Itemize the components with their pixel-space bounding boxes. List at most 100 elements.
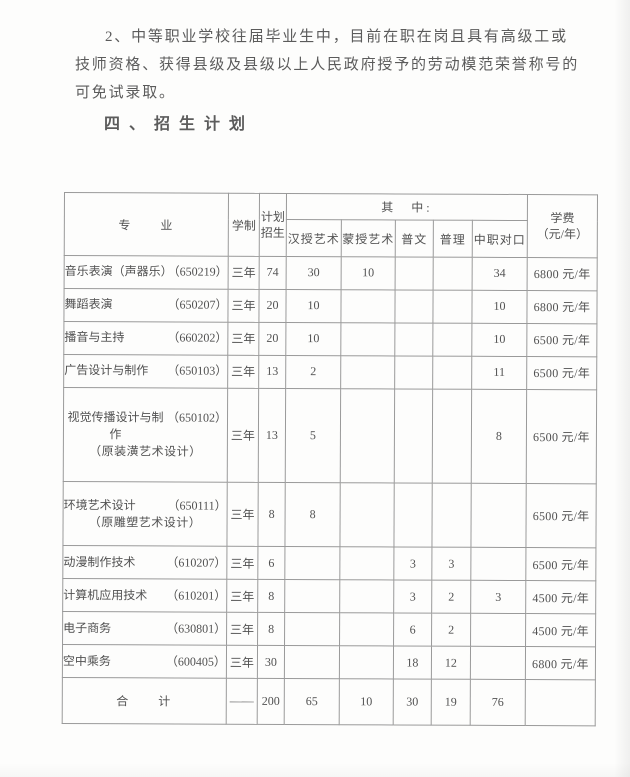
cell-puli: 2 bbox=[431, 613, 471, 647]
table-row: 空中乘务 （600405） 三年 30 18 12 6800 元/年 bbox=[62, 644, 596, 680]
cell-puli bbox=[432, 355, 472, 389]
table-total-row: 合 计 —— 200 65 10 30 19 76 bbox=[62, 677, 596, 726]
cell-puli: 19 bbox=[431, 679, 471, 726]
cell-meng: 10 bbox=[339, 678, 394, 725]
major-code: （610207） bbox=[166, 555, 227, 570]
cell-plan: 8 bbox=[257, 612, 285, 646]
cell-plan: 6 bbox=[257, 546, 285, 580]
cell-han: 10 bbox=[285, 289, 342, 323]
cell-han bbox=[284, 579, 340, 613]
cell-plan: 8 bbox=[257, 482, 286, 547]
paragraph-line: 技师资格、获得县级及县级以上人民政府授予的劳动模范荣誉称号的 bbox=[75, 57, 580, 73]
major-name: 动漫制作技术 bbox=[63, 554, 136, 570]
cell-tuition: 4500 元/年 bbox=[525, 613, 596, 647]
cell-tuition: 6500 元/年 bbox=[526, 389, 597, 485]
cell-han: 65 bbox=[284, 678, 340, 725]
cell-tuition: 6800 元/年 bbox=[525, 646, 596, 680]
cell-meng bbox=[339, 483, 395, 548]
major-code: （600405） bbox=[165, 653, 226, 669]
cell-duration: 三年 bbox=[227, 387, 259, 483]
cell-zhongzhi bbox=[470, 483, 527, 548]
header-zhongzhi: 中职对口 bbox=[472, 220, 528, 258]
cell-duration: —— bbox=[226, 678, 258, 725]
header-tuition-line2: （元/年） bbox=[536, 227, 589, 242]
major-code: （650219） bbox=[167, 264, 228, 280]
cell-han bbox=[284, 612, 340, 646]
cell-puwen: 3 bbox=[393, 547, 432, 581]
table-row: 播音与主持 （660202） 三年 20 10 10 6500 元/年 bbox=[63, 321, 597, 357]
major-alt-name: （原装潢艺术设计） bbox=[89, 444, 202, 459]
cell-meng bbox=[339, 645, 394, 679]
table-header-row-top: 专 业 学制 计划 招生 其 中: 学费 （元/年） bbox=[64, 192, 598, 258]
cell-zhongzhi bbox=[470, 613, 526, 647]
cell-major: 广告设计与制作 （650103） bbox=[63, 354, 228, 388]
cell-zhongzhi bbox=[470, 547, 526, 581]
cell-puwen bbox=[394, 289, 434, 323]
cell-puwen bbox=[394, 322, 433, 356]
cell-tuition: 6500 元/年 bbox=[526, 323, 597, 357]
cell-zhongzhi: 8 bbox=[471, 388, 527, 485]
cell-han: 2 bbox=[285, 355, 341, 389]
cell-plan: 200 bbox=[257, 678, 285, 725]
cell-han: 10 bbox=[285, 322, 341, 356]
cell-tuition: 6800 元/年 bbox=[527, 257, 598, 291]
header-tuition: 学费 （元/年） bbox=[527, 194, 598, 258]
header-puwen: 普文 bbox=[395, 219, 434, 258]
paragraph-line: 2、中等职业学校往届毕业生中，目前在职在岗且具有高级工或 bbox=[105, 29, 568, 45]
header-plan-line1: 计划 bbox=[260, 209, 285, 224]
cell-duration: 三年 bbox=[227, 354, 259, 388]
cell-meng bbox=[340, 388, 395, 484]
cell-puli bbox=[432, 289, 473, 324]
cell-tuition: 6500 元/年 bbox=[525, 547, 596, 582]
major-name: 播音与主持 bbox=[64, 330, 125, 345]
major-name: 电子商务 bbox=[63, 620, 112, 635]
cell-tuition: 6500 元/年 bbox=[525, 484, 597, 549]
header-han-art: 汉授艺术 bbox=[286, 219, 342, 257]
cell-plan: 13 bbox=[258, 387, 286, 483]
header-major: 专 业 bbox=[64, 192, 229, 257]
major-name: 环境艺术设计 bbox=[63, 497, 136, 513]
cell-total-label: 合 计 bbox=[62, 677, 227, 725]
cell-zhongzhi bbox=[470, 646, 526, 680]
cell-meng bbox=[340, 355, 395, 389]
cell-zhongzhi: 11 bbox=[471, 355, 527, 390]
cell-zhongzhi: 3 bbox=[470, 580, 526, 614]
cell-zhongzhi: 76 bbox=[470, 679, 526, 726]
cell-major: 动漫制作技术 （610207） bbox=[62, 545, 227, 580]
cell-plan: 13 bbox=[258, 354, 286, 388]
cell-major: 视觉传播设计与制作 （650102） （原装潢艺术设计） bbox=[63, 387, 228, 483]
header-among: 其 中: bbox=[286, 193, 528, 221]
cell-han: 5 bbox=[285, 387, 341, 484]
cell-major: 环境艺术设计 （650111） （原雕塑艺术设计） bbox=[62, 481, 228, 547]
cell-duration: 三年 bbox=[226, 482, 259, 547]
header-duration: 学制 bbox=[228, 193, 260, 257]
cell-major: 舞蹈表演 （650207） bbox=[63, 288, 229, 322]
cell-tuition: 6800 元/年 bbox=[526, 290, 598, 324]
major-code: （630801） bbox=[166, 621, 227, 636]
cell-puwen bbox=[395, 256, 434, 290]
cell-major: 音乐表演（声器乐） （650219） bbox=[64, 255, 229, 290]
cell-major: 空中乘务 （600405） bbox=[62, 644, 227, 679]
header-plan: 计划 招生 bbox=[259, 193, 287, 257]
cell-han bbox=[284, 645, 340, 679]
major-name: 舞蹈表演 bbox=[64, 297, 113, 312]
cell-puwen: 30 bbox=[393, 678, 432, 726]
major-alt-name: （原雕塑艺术设计） bbox=[88, 515, 202, 530]
scan-shadow-bottom bbox=[0, 763, 630, 777]
cell-puli: 3 bbox=[431, 547, 471, 581]
cell-major: 电子商务 （630801） bbox=[62, 611, 227, 646]
cell-puli bbox=[432, 322, 472, 356]
cell-major: 播音与主持 （660202） bbox=[63, 321, 228, 355]
cell-puli bbox=[431, 483, 472, 548]
cell-duration: 三年 bbox=[226, 645, 258, 679]
cell-meng bbox=[339, 580, 394, 614]
cell-plan: 20 bbox=[258, 322, 286, 356]
body-paragraph: 2、中等职业学校往届毕业生中，目前在职在岗且具有高级工或 技师资格、获得县级及县… bbox=[75, 23, 600, 107]
major-name: 视觉传播设计与制作 bbox=[67, 410, 164, 442]
cell-duration: 三年 bbox=[226, 579, 258, 613]
major-code: （660202） bbox=[167, 330, 228, 345]
header-tuition-line1: 学费 bbox=[550, 211, 575, 226]
table-row: 电子商务 （630801） 三年 8 6 2 4500 元/年 bbox=[62, 611, 596, 647]
cell-puwen: 18 bbox=[393, 645, 432, 680]
